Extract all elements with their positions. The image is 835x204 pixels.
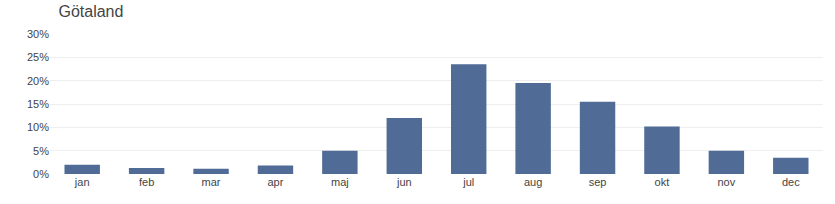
svg-text:25%: 25%	[27, 51, 49, 63]
svg-text:jan: jan	[74, 176, 90, 188]
svg-text:nov: nov	[718, 176, 736, 188]
svg-text:15%: 15%	[27, 98, 49, 110]
svg-text:10%: 10%	[27, 121, 49, 133]
svg-text:aug: aug	[524, 176, 542, 188]
svg-text:0%: 0%	[33, 168, 49, 180]
svg-text:Götaland: Götaland	[58, 3, 123, 20]
svg-text:apr: apr	[268, 176, 284, 188]
svg-text:30%: 30%	[27, 28, 49, 40]
svg-text:mar: mar	[202, 176, 221, 188]
svg-text:sep: sep	[589, 176, 607, 188]
svg-text:20%: 20%	[27, 75, 49, 87]
svg-text:jul: jul	[462, 176, 474, 188]
svg-text:dec: dec	[782, 176, 800, 188]
svg-text:okt: okt	[655, 176, 670, 188]
svg-text:maj: maj	[331, 176, 349, 188]
svg-text:5%: 5%	[33, 145, 49, 157]
svg-text:jun: jun	[396, 176, 412, 188]
svg-text:feb: feb	[139, 176, 154, 188]
